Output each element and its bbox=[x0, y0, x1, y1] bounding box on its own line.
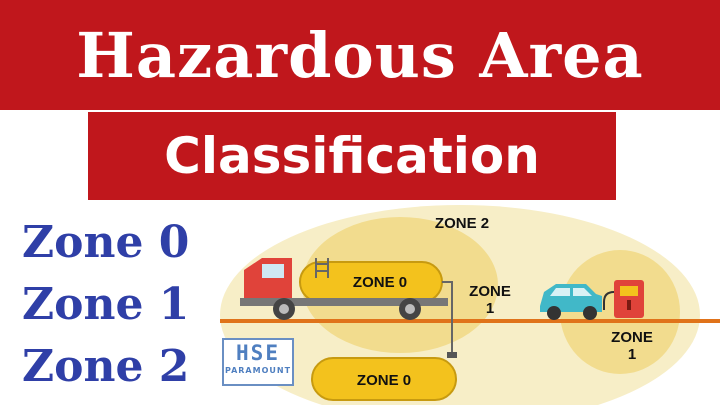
zone-list: Zone 0 Zone 1 Zone 2 bbox=[22, 212, 222, 398]
zone1-right-label-b: 1 bbox=[628, 346, 636, 363]
page-subtitle: Classification bbox=[164, 127, 540, 185]
underground-tank-label: ZONE 0 bbox=[357, 372, 411, 389]
car-icon bbox=[540, 284, 602, 320]
zone1-left-label-a: ZONE bbox=[469, 283, 511, 300]
subtitle-banner: Classification bbox=[88, 112, 616, 200]
logo-text-paramount: PARAMOUNT bbox=[224, 366, 292, 375]
zone-0-label: Zone 0 bbox=[22, 217, 190, 268]
zone-1-label: Zone 1 bbox=[22, 279, 190, 330]
zone2-label: ZONE 2 bbox=[435, 215, 489, 232]
truck-tank-zone-label: ZONE 0 bbox=[353, 274, 407, 291]
fuel-pump-icon bbox=[603, 280, 644, 318]
logo-text-hse: HSE bbox=[236, 341, 280, 365]
pipe-cap bbox=[447, 352, 457, 358]
zone1-left-label-b: 1 bbox=[486, 300, 494, 317]
zone-2-label: Zone 2 bbox=[22, 341, 190, 392]
ground-line bbox=[220, 319, 720, 323]
fill-pipe bbox=[442, 281, 453, 356]
page-title: Hazardous Area bbox=[76, 18, 644, 92]
underground-tank bbox=[311, 357, 457, 401]
title-banner: Hazardous Area bbox=[0, 0, 720, 110]
hse-paramount-logo: HSE PARAMOUNT bbox=[222, 338, 294, 386]
tanker-truck-icon bbox=[240, 258, 448, 320]
zone1-right-label-a: ZONE bbox=[611, 329, 653, 346]
